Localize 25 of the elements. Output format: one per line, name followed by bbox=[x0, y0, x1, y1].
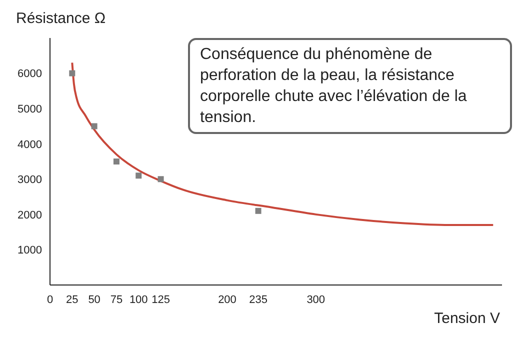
point bbox=[255, 208, 262, 214]
point bbox=[113, 158, 120, 164]
x-tick-label: 100 bbox=[129, 294, 148, 306]
y-axis-title: Résistance Ω bbox=[16, 10, 106, 27]
line-series bbox=[71, 62, 494, 226]
y-tick-label: 4000 bbox=[18, 138, 42, 151]
x-tick-label: 300 bbox=[306, 294, 326, 306]
y-tick-label: 6000 bbox=[18, 68, 42, 80]
x-tick-label: 235 bbox=[249, 294, 268, 306]
point bbox=[158, 176, 164, 182]
x-tick-label: 75 bbox=[110, 294, 123, 306]
point bbox=[69, 70, 76, 76]
y-tick-label: 2000 bbox=[18, 209, 42, 222]
x-tick-label: 50 bbox=[88, 294, 100, 306]
x-tick-label: 25 bbox=[66, 294, 78, 306]
x-tick-label: 200 bbox=[218, 294, 236, 306]
y-tick-label: 3000 bbox=[18, 174, 42, 186]
y-tick-label: 5000 bbox=[18, 103, 42, 116]
annotation: Conséquence du phénomène de perforation de la peau, la résistance corporelle chute avec l’élévation de la tension. bbox=[188, 38, 512, 134]
point bbox=[136, 172, 142, 179]
x-tick-label: 125 bbox=[152, 294, 170, 306]
x-axis-title: Tension V bbox=[434, 310, 500, 327]
x-tick-label: 0 bbox=[46, 294, 54, 306]
y-tick-label: 1000 bbox=[18, 244, 42, 257]
point bbox=[91, 123, 98, 130]
